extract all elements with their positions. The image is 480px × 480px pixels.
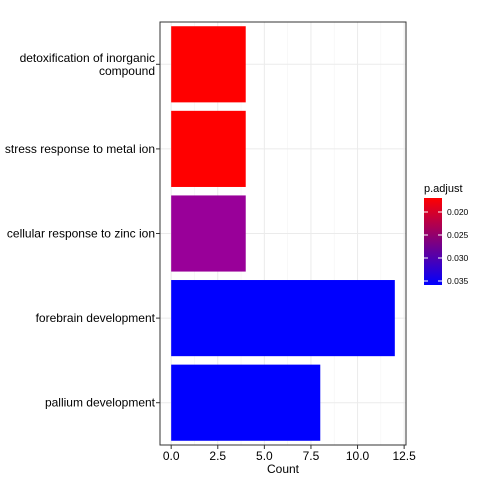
x-tick-label: 2.5 (209, 449, 226, 463)
legend-tick-label: 0.030 (447, 253, 469, 263)
x-tick-label: 7.5 (303, 449, 320, 463)
category-label: detoxification of inorganic compound (20, 51, 155, 78)
legend-colorbar (424, 198, 442, 285)
legend-tick-label: 0.025 (447, 230, 469, 240)
bar (171, 110, 246, 187)
category-label: pallium development (45, 396, 156, 410)
category-label: stress response to metal ion (5, 142, 155, 156)
bar (171, 364, 321, 441)
bars (171, 26, 395, 441)
category-label: cellular response to zinc ion (7, 227, 155, 241)
legend-tick-label: 0.020 (447, 207, 469, 217)
legend-tick-label: 0.035 (447, 276, 469, 286)
legend: p.adjust 0.020 0.025 0.030 0.035 (424, 183, 469, 286)
bar (171, 26, 246, 103)
bar (171, 280, 395, 357)
bar (171, 195, 246, 272)
x-tick-label: 12.5 (392, 449, 416, 463)
legend-title: p.adjust (424, 183, 463, 195)
x-tick-label: 0.0 (163, 449, 180, 463)
x-axis-title: Count (267, 462, 300, 476)
x-tick-label: 5.0 (256, 449, 273, 463)
x-tick-label: 10.0 (346, 449, 370, 463)
y-axis: detoxification of inorganic compound stres… (5, 51, 160, 410)
category-label: forebrain development (36, 311, 156, 325)
x-axis: 0.0 2.5 5.0 7.5 10.0 12.5 (163, 445, 416, 463)
